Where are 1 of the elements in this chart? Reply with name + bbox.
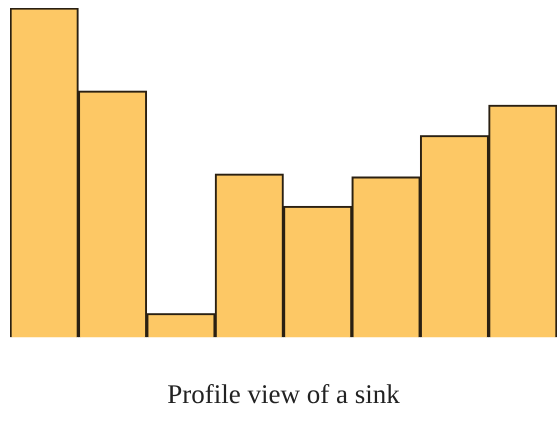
x-axis-title: Profile view of a sink: [167, 378, 400, 409]
